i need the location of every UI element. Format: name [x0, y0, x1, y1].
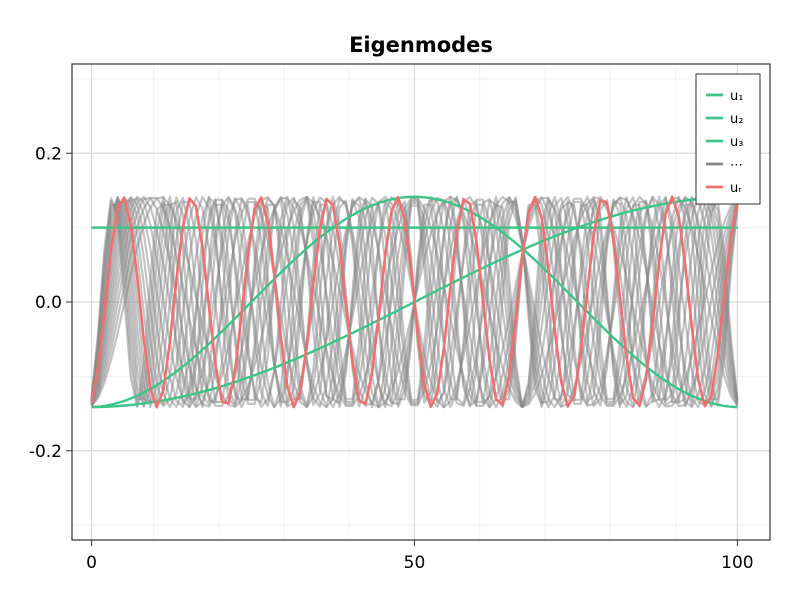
legend: u₁ u₂ u₃ ⋯ uᵣ: [695, 73, 761, 205]
x-tick-label: 50: [404, 553, 426, 573]
y-axis-ticks: 0.2 0.0 -0.2: [29, 144, 72, 462]
legend-label: u₂: [730, 112, 743, 127]
y-tick-label: 0.0: [35, 293, 62, 313]
x-axis-ticks: 0 50 100: [86, 540, 754, 573]
highlight-mode-line: [91, 195, 738, 409]
chart-title: Eigenmodes: [349, 33, 493, 57]
legend-label: ⋯: [730, 158, 743, 173]
background-mode-line: [90, 195, 739, 408]
background-mode-line: [90, 195, 739, 409]
x-tick-label: 100: [721, 553, 753, 573]
legend-label: u₃: [730, 135, 743, 150]
legend-box: [695, 73, 761, 205]
y-tick-label: 0.2: [35, 144, 62, 164]
background-mode-line: [90, 195, 739, 409]
y-tick-label: -0.2: [29, 442, 62, 462]
legend-label: uᵣ: [730, 181, 742, 196]
x-tick-label: 0: [86, 553, 97, 573]
residual-mode: [90, 195, 739, 409]
legend-label: u₁: [730, 89, 743, 104]
residual-mode-line: [90, 195, 739, 409]
